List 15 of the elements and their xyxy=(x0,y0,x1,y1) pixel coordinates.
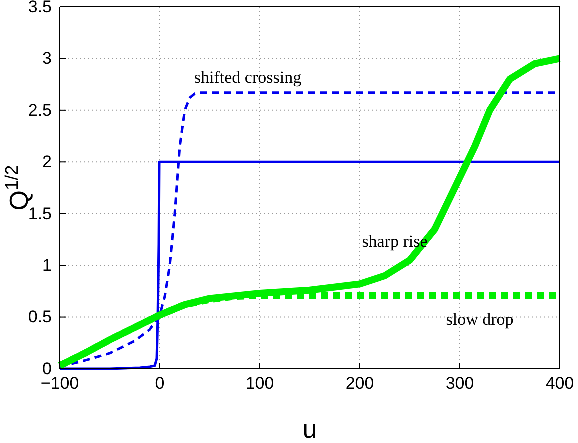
y-tick-label: 3 xyxy=(42,49,52,68)
x-tick-label: 400 xyxy=(546,374,574,394)
y-tick-label: 1.5 xyxy=(28,204,52,224)
x-tick-label: 0 xyxy=(155,374,165,394)
annotation: slow drop xyxy=(446,310,514,329)
x-tick-label: 200 xyxy=(346,374,374,394)
y-tick-label: 2.5 xyxy=(28,100,52,120)
y-tick-label: 2 xyxy=(42,152,52,172)
annotation: shifted crossing xyxy=(194,68,302,87)
y-tick-label: 0.5 xyxy=(28,308,52,327)
x-tick-label: 100 xyxy=(246,374,274,394)
x-axis-title: u xyxy=(302,414,318,443)
y-tick-label: 3.5 xyxy=(28,0,52,16)
y-tick-label: 1 xyxy=(42,256,52,276)
x-tick-label: 300 xyxy=(446,374,474,394)
